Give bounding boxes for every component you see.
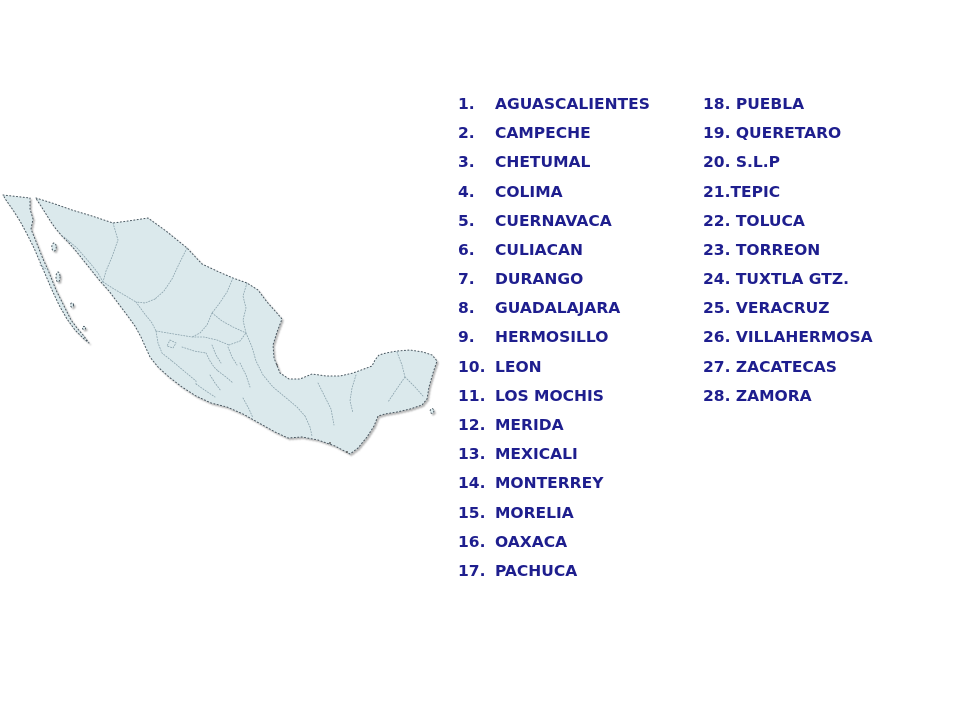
city-list-item: 16. OAXACA xyxy=(458,527,650,556)
city-number: 14. xyxy=(458,474,486,493)
city-list-item: 9. HERMOSILLO xyxy=(458,323,650,352)
city-number: 11. xyxy=(458,386,486,405)
city-list-column-1: 1. AGUASCALIENTES 2. CAMPECHE 3. CHETUMA… xyxy=(458,89,650,585)
city-number-and-name: 26. VILLAHERMOSA xyxy=(703,328,873,347)
city-list-item: 8. GUADALAJARA xyxy=(458,294,650,323)
mexico-map xyxy=(2,194,438,455)
city-list-item: 18. PUEBLA xyxy=(703,89,873,118)
city-name: MORELIA xyxy=(495,503,574,522)
city-list-item: 2. CAMPECHE xyxy=(458,119,650,148)
city-name: CHETUMAL xyxy=(495,153,591,172)
city-name: LOS MOCHIS xyxy=(495,386,604,405)
city-name: MEXICALI xyxy=(495,445,578,464)
city-list-item: 13. MEXICALI xyxy=(458,440,650,469)
city-number: 17. xyxy=(458,561,486,580)
city-name: AGUASCALIENTES xyxy=(495,94,650,113)
city-list-item: 17. PACHUCA xyxy=(458,556,650,585)
city-list-item: 26. VILLAHERMOSA xyxy=(703,323,873,352)
city-number-and-name: 18. PUEBLA xyxy=(703,94,805,113)
city-name: DURANGO xyxy=(495,270,584,289)
city-name: OAXACA xyxy=(495,532,568,551)
city-number-and-name: 23. TORREON xyxy=(703,240,821,259)
city-number-and-name: 27. ZACATECAS xyxy=(703,357,837,376)
mainland-outline xyxy=(35,197,438,455)
city-name: HERMOSILLO xyxy=(495,328,609,347)
city-number: 8. xyxy=(458,299,475,318)
city-list-item: 24. TUXTLA GTZ. xyxy=(703,265,873,294)
city-number: 9. xyxy=(458,328,475,347)
city-list-column-2: 18. PUEBLA 19. QUERETARO 20. S.L.P 21.TE… xyxy=(703,89,873,410)
coastal-marks xyxy=(276,364,348,453)
gulf-islands xyxy=(51,242,435,414)
city-number: 6. xyxy=(458,240,475,259)
city-list-item: 12. MERIDA xyxy=(458,410,650,439)
city-name: GUADALAJARA xyxy=(495,299,621,318)
city-number: 13. xyxy=(458,445,486,464)
city-name: CAMPECHE xyxy=(495,124,591,143)
city-name: CULIACAN xyxy=(495,240,583,259)
city-list-item: 3. CHETUMAL xyxy=(458,148,650,177)
city-list-item: 27. ZACATECAS xyxy=(703,352,873,381)
city-number: 7. xyxy=(458,270,475,289)
city-number: 5. xyxy=(458,211,475,230)
city-list-item: 28. ZAMORA xyxy=(703,381,873,410)
city-list-item: 4. COLIMA xyxy=(458,177,650,206)
city-name: MONTERREY xyxy=(495,474,604,493)
state-borders xyxy=(39,222,424,437)
city-list-item: 14. MONTERREY xyxy=(458,469,650,498)
mexico-landmass xyxy=(2,194,438,455)
city-list-item: 19. QUERETARO xyxy=(703,119,873,148)
city-number: 1. xyxy=(458,94,475,113)
city-list-item: 10. LEON xyxy=(458,352,650,381)
city-name: PACHUCA xyxy=(495,561,578,580)
city-list-item: 11. LOS MOCHIS xyxy=(458,381,650,410)
city-number: 10. xyxy=(458,357,486,376)
city-number: 4. xyxy=(458,182,475,201)
city-name: COLIMA xyxy=(495,182,563,201)
city-number-and-name: 28. ZAMORA xyxy=(703,386,812,405)
city-name: MERIDA xyxy=(495,416,564,435)
city-number: 16. xyxy=(458,532,486,551)
city-name: CUERNAVACA xyxy=(495,211,612,230)
city-list-item: 23. TORREON xyxy=(703,235,873,264)
city-number-and-name: 20. S.L.P xyxy=(703,153,781,172)
city-number-and-name: 19. QUERETARO xyxy=(703,124,842,143)
city-list-item: 22. TOLUCA xyxy=(703,206,873,235)
city-number-and-name: 21.TEPIC xyxy=(703,182,781,201)
cozumel-island xyxy=(429,408,435,414)
city-number: 15. xyxy=(458,503,486,522)
city-number: 2. xyxy=(458,124,475,143)
city-list-item: 6. CULIACAN xyxy=(458,235,650,264)
city-number: 12. xyxy=(458,416,486,435)
city-list-item: 21.TEPIC xyxy=(703,177,873,206)
city-list-item: 5. CUERNAVACA xyxy=(458,206,650,235)
city-list-item: 25. VERACRUZ xyxy=(703,294,873,323)
city-number-and-name: 24. TUXTLA GTZ. xyxy=(703,270,849,289)
city-list-item: 1. AGUASCALIENTES xyxy=(458,89,650,118)
city-list-item: 7. DURANGO xyxy=(458,265,650,294)
baja-peninsula-outline xyxy=(2,194,90,344)
city-list-item: 15. MORELIA xyxy=(458,498,650,527)
city-number-and-name: 22. TOLUCA xyxy=(703,211,805,230)
city-number-and-name: 25. VERACRUZ xyxy=(703,299,830,318)
city-list-item: 20. S.L.P xyxy=(703,148,873,177)
city-number: 3. xyxy=(458,153,475,172)
city-name: LEON xyxy=(495,357,542,376)
